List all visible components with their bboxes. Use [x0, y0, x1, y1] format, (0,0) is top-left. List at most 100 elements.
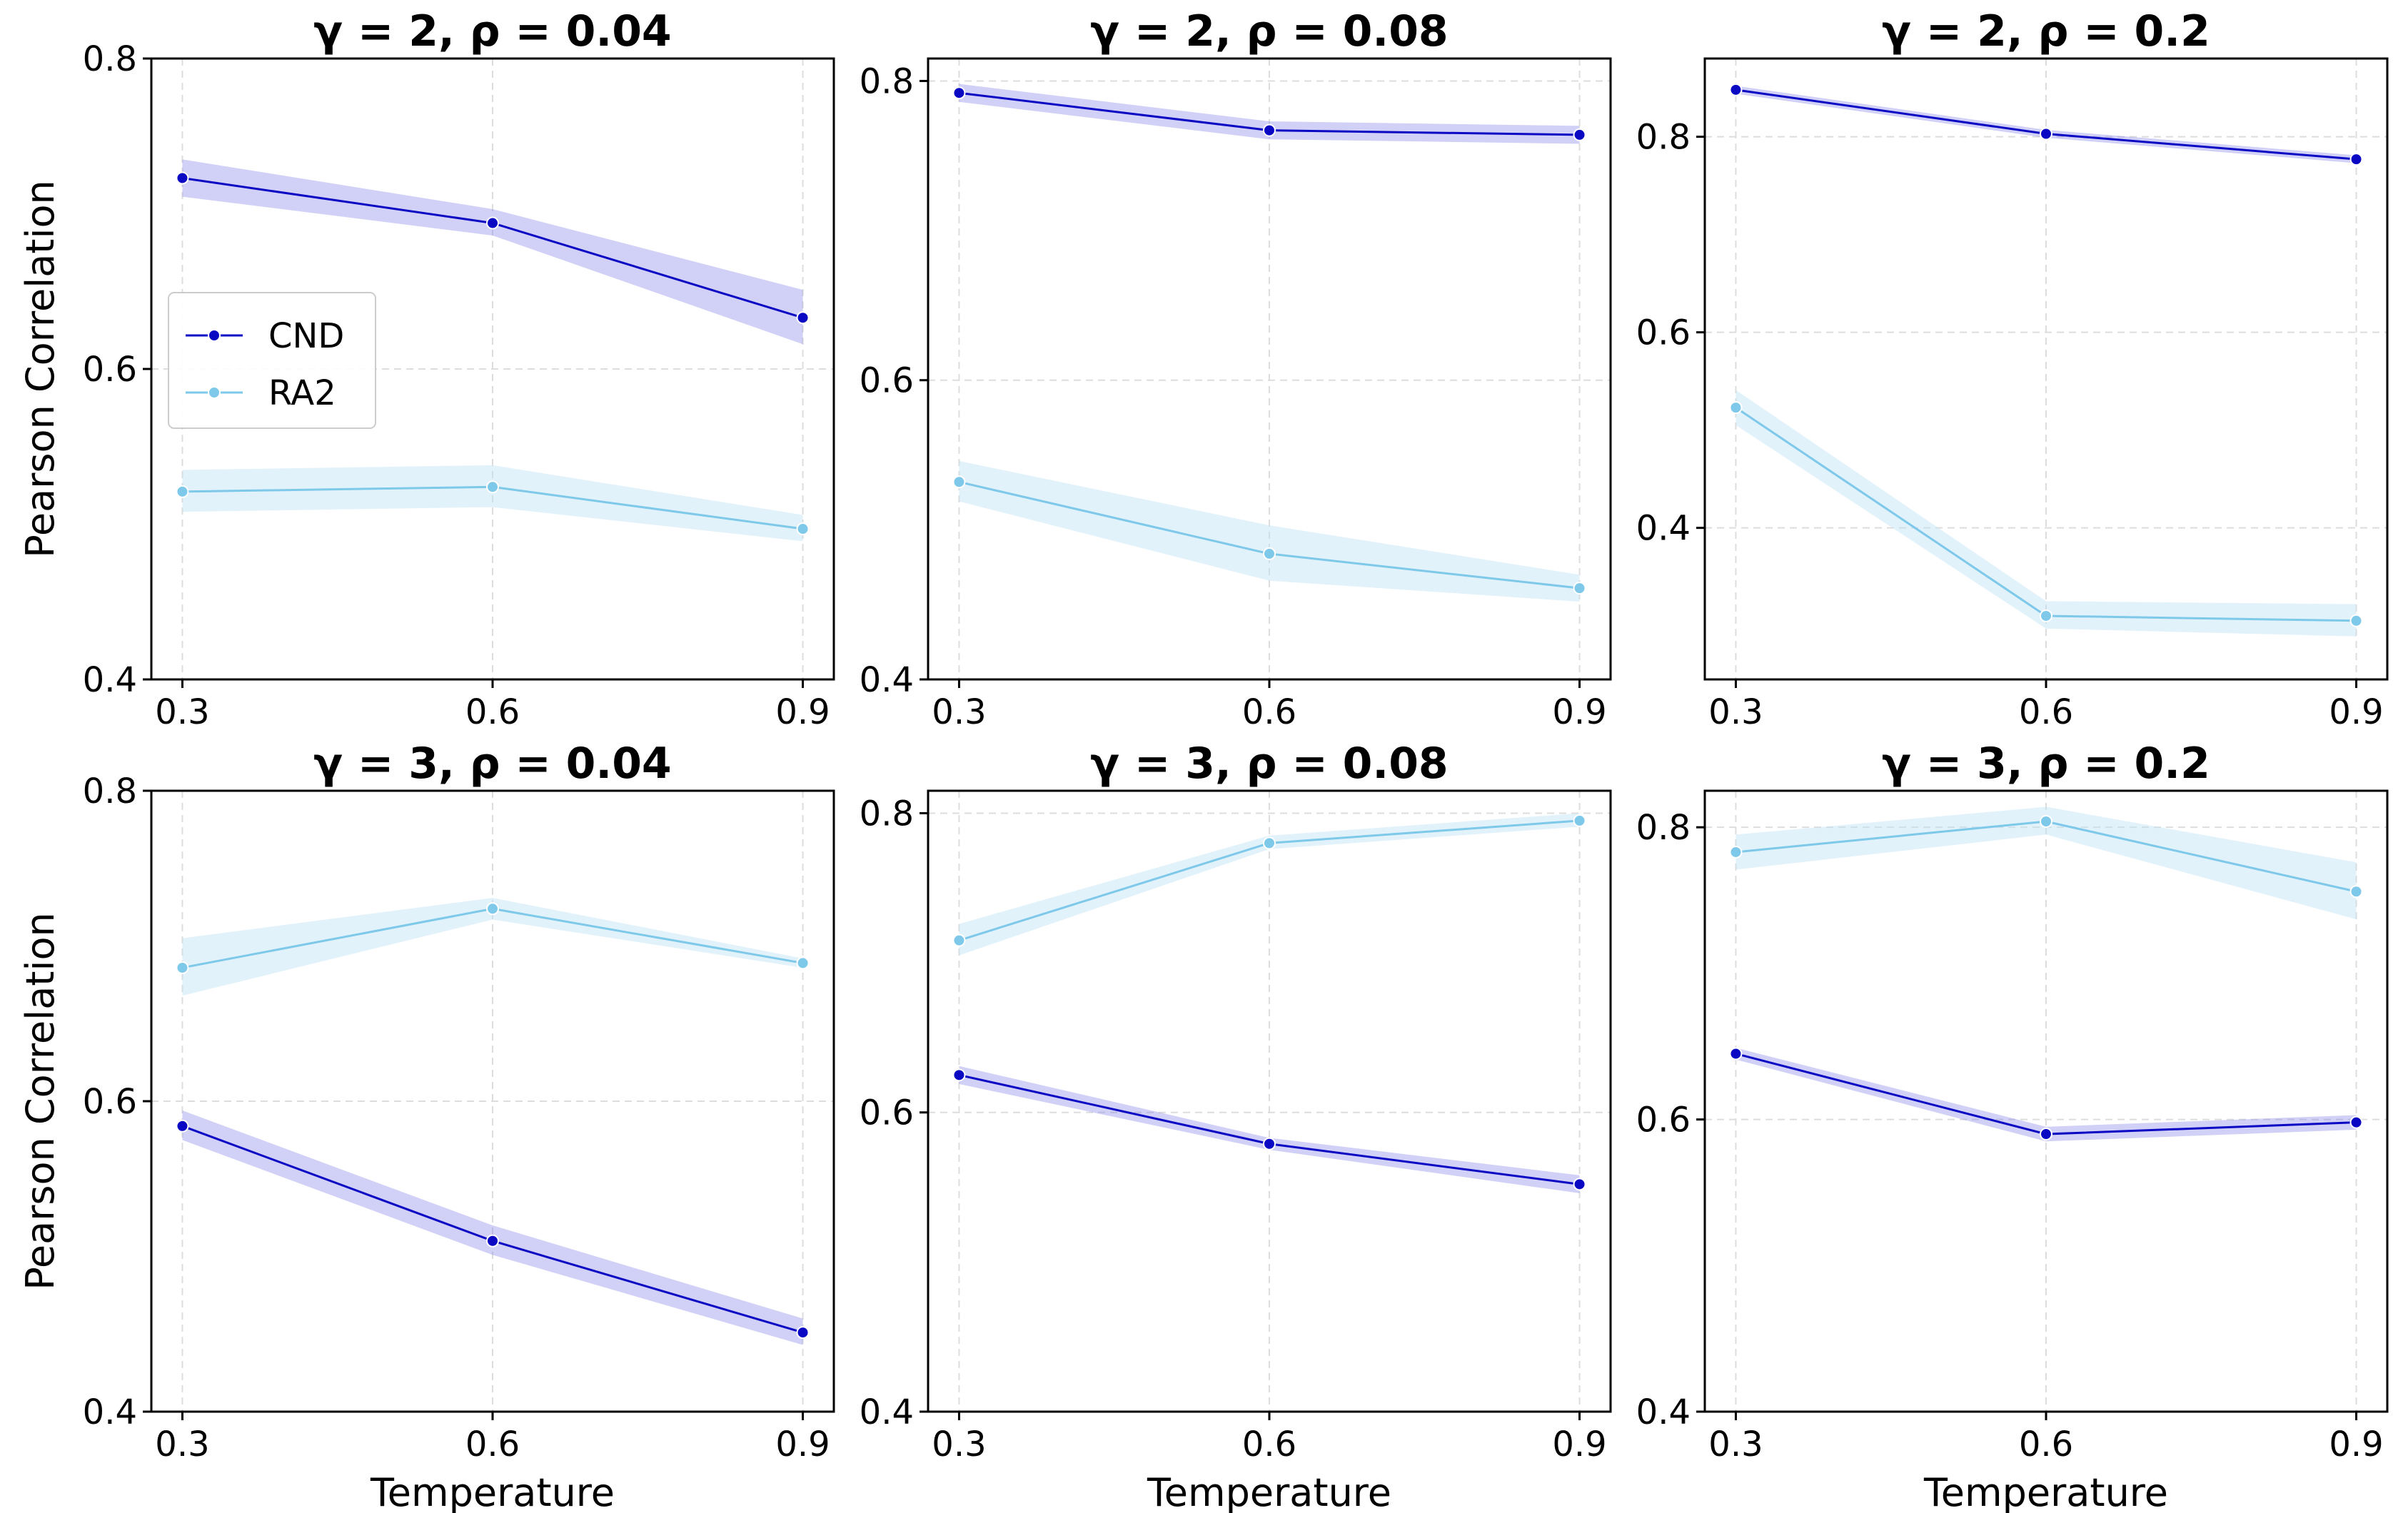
panel-5: 0.3 0.6 0.9 0.4 0.6 0.8 γ = 3, ρ = 0.08 Tempera… — [860, 739, 1612, 1513]
panel-title: γ = 3, ρ = 0.08 — [1090, 739, 1448, 789]
cnd-confidence-band — [959, 1066, 1580, 1193]
x-tick-label: 0.9 — [775, 692, 830, 732]
cnd-point — [1729, 83, 1743, 96]
panel-title: γ = 2, ρ = 0.08 — [1090, 6, 1448, 56]
y-tick-label: 0.6 — [83, 350, 137, 390]
ra2-point — [2349, 614, 2363, 627]
y-tick-label: 0.6 — [860, 361, 914, 401]
x-tick-label: 0.9 — [1552, 692, 1606, 732]
x-tick-label: 0.3 — [1708, 692, 1763, 732]
cnd-confidence-band — [182, 159, 803, 345]
y-tick-label: 0.8 — [860, 61, 914, 101]
x-tick-label: 0.3 — [1708, 1425, 1763, 1464]
cnd-point — [952, 1068, 966, 1082]
panel-title: γ = 3, ρ = 0.04 — [313, 739, 671, 789]
ra2-point — [486, 902, 499, 916]
y-tick-label: 0.4 — [860, 1392, 914, 1432]
y-tick-label: 0.6 — [1636, 313, 1691, 353]
cnd-point — [1573, 1178, 1586, 1191]
ra2-confidence-band — [959, 813, 1580, 956]
panel-title: γ = 2, ρ = 0.04 — [313, 6, 671, 56]
cnd-point — [2040, 127, 2052, 141]
panel-3: 0.3 0.6 0.9 0.4 0.6 0.8 γ = 2, ρ = 0.2 — [1636, 6, 2389, 732]
ra2-point — [1729, 401, 1743, 415]
y-tick-label: 0.6 — [83, 1082, 137, 1122]
x-tick-label: 0.6 — [465, 1425, 520, 1464]
cnd-point — [796, 311, 810, 325]
legend: CND RA2 — [168, 292, 376, 429]
cnd-point — [176, 171, 189, 185]
x-tick-label: 0.6 — [1242, 1425, 1296, 1464]
x-axis-title: Temperature — [1923, 1470, 2168, 1513]
ra2-point — [176, 961, 189, 974]
cnd-legend-label: CND — [268, 316, 344, 356]
ra2-point — [1263, 547, 1276, 560]
x-tick-label: 0.9 — [2329, 1425, 2383, 1464]
ra2-legend-label: RA2 — [268, 373, 336, 413]
panel-title: γ = 3, ρ = 0.2 — [1882, 739, 2210, 789]
y-tick-label: 0.6 — [1636, 1100, 1691, 1140]
ra2-point — [2040, 814, 2052, 828]
cnd-confidence-band — [959, 84, 1580, 144]
ra2-point — [952, 475, 966, 489]
x-tick-label: 0.6 — [2019, 1425, 2073, 1464]
panel-2: 0.3 0.6 0.9 0.4 0.6 0.8 γ = 2, ρ = 0.08 — [860, 6, 1612, 732]
cnd-point — [1573, 128, 1586, 141]
ra2-point — [952, 933, 966, 947]
y-tick-label: 0.8 — [860, 794, 914, 834]
y-tick-label: 0.8 — [83, 771, 137, 811]
x-tick-label: 0.6 — [465, 692, 520, 732]
ra2-point — [176, 485, 189, 498]
cnd-point — [1729, 1047, 1743, 1061]
ra2-point — [796, 522, 810, 536]
ra2-point — [1573, 814, 1586, 827]
y-tick-label: 0.4 — [1636, 1392, 1691, 1432]
cnd-point — [952, 86, 966, 100]
ra2-confidence-band — [1736, 390, 2357, 637]
x-tick-label: 0.6 — [1242, 692, 1296, 732]
y-tick-label: 0.8 — [1636, 118, 1691, 158]
ra2-confidence-band — [182, 898, 803, 996]
x-tick-label: 0.9 — [2329, 692, 2383, 732]
ra2-confidence-band — [182, 465, 803, 542]
y-tick-label: 0.4 — [1636, 509, 1691, 549]
cnd-point — [2040, 1128, 2052, 1141]
ra2-point — [1573, 582, 1586, 595]
panel-4: 0.3 0.6 0.9 0.4 0.6 0.8 γ = 3, ρ = 0.04 Pearson… — [18, 739, 835, 1513]
x-tick-label: 0.6 — [2019, 692, 2073, 732]
y-tick-label: 0.8 — [1636, 808, 1691, 848]
cnd-confidence-band — [1736, 1048, 2357, 1142]
x-tick-label: 0.9 — [775, 1425, 830, 1464]
y-tick-label: 0.6 — [860, 1093, 914, 1133]
ra2-point — [1263, 836, 1276, 850]
panel-6: 0.3 0.6 0.9 0.4 0.6 0.8 γ = 3, ρ = 0.2 Temperat… — [1636, 739, 2389, 1513]
y-axis-title: Pearson Correlation — [18, 912, 63, 1290]
ra2-confidence-band — [1736, 806, 2357, 920]
cnd-legend-marker — [208, 329, 221, 342]
ra2-legend-marker — [208, 386, 221, 399]
cnd-point — [796, 1326, 810, 1340]
ra2-point — [1729, 845, 1743, 859]
x-tick-label: 0.3 — [155, 1425, 209, 1464]
panel-1: 0.3 0.6 0.9 0.4 0.6 0.8 γ = 2, ρ = 0.04 Pearson… — [18, 6, 835, 732]
ra2-confidence-band — [959, 460, 1580, 602]
x-axis-title: Temperature — [370, 1470, 615, 1513]
cnd-point — [1263, 1137, 1276, 1150]
cnd-point — [176, 1119, 189, 1133]
ra2-point — [2349, 885, 2363, 899]
y-axis-title: Pearson Correlation — [18, 180, 63, 557]
cnd-point — [2349, 1115, 2363, 1129]
y-tick-label: 0.4 — [83, 660, 137, 700]
cnd-point — [1263, 123, 1276, 137]
y-tick-label: 0.8 — [83, 39, 137, 79]
x-axis-title: Temperature — [1147, 1470, 1391, 1513]
x-tick-label: 0.3 — [932, 692, 986, 732]
y-tick-label: 0.4 — [860, 660, 914, 700]
x-tick-label: 0.9 — [1552, 1425, 1606, 1464]
ra2-point — [486, 480, 499, 494]
ra2-point — [2040, 609, 2052, 622]
panel-title: γ = 2, ρ = 0.2 — [1882, 6, 2210, 56]
cnd-point — [486, 1234, 499, 1248]
cnd-point — [486, 216, 499, 230]
